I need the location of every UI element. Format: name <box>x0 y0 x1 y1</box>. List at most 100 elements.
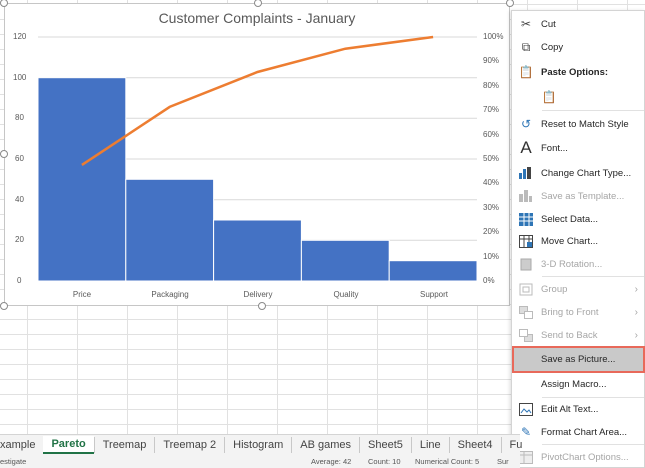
move-chart-icon <box>518 233 534 249</box>
menu-item-pivotchart-options[interactable]: PivotChart Options... <box>512 446 645 468</box>
menu-item-move-chart[interactable]: Move Chart... <box>512 230 645 252</box>
status-count: Count: 10 <box>368 457 401 466</box>
y2-tick: 10% <box>483 252 500 261</box>
resize-handle[interactable] <box>506 0 514 7</box>
reset-style-icon: ↺ <box>520 117 532 131</box>
menu-separator <box>542 397 644 398</box>
status-average: Average: 42 <box>311 457 352 466</box>
group-icon <box>518 281 534 297</box>
menu-separator <box>542 444 644 445</box>
chart-type-icon <box>518 165 534 181</box>
paste-option-button[interactable]: 📋 <box>512 86 645 108</box>
menu-item-paste-options: 📋 Paste Options: <box>518 65 609 79</box>
menu-item-select-data[interactable]: Select Data... <box>512 208 645 230</box>
resize-handle[interactable] <box>254 0 262 7</box>
chart-title[interactable]: Customer Complaints - January <box>158 10 356 26</box>
x-tick: Quality <box>333 290 359 299</box>
highlight-box <box>512 346 645 373</box>
bar-delivery <box>213 219 302 282</box>
sheet-tabs: xample Pareto Treemap Treemap 2 Histogra… <box>0 434 522 455</box>
menu-item-assign-macro[interactable]: Assign Macro... <box>541 378 607 390</box>
cumulative-line <box>81 35 434 166</box>
menu-item-reset-style[interactable]: ↺ Reset to Match Style <box>512 113 645 135</box>
menu-item-bring-to-front[interactable]: Bring to Front › <box>512 301 645 323</box>
y2-tick: 50% <box>483 154 500 163</box>
tab-sheet5[interactable]: Sheet5 <box>360 437 412 453</box>
menu-item-copy[interactable]: ⧉ Copy <box>512 36 645 58</box>
chart-plot <box>37 35 478 282</box>
bar-support <box>388 260 478 282</box>
y2-tick: 70% <box>483 105 500 114</box>
menu-item-send-to-back[interactable]: Send to Back › <box>512 324 645 346</box>
template-icon <box>518 188 534 204</box>
paste-keep-icon[interactable]: 📋 <box>541 90 557 104</box>
alt-text-icon <box>518 401 534 417</box>
menu-separator <box>542 276 644 277</box>
tab-pareto[interactable]: Pareto <box>43 436 94 454</box>
bar-price <box>37 77 127 282</box>
bar-quality <box>300 239 390 282</box>
y2-tick: 90% <box>483 56 500 65</box>
y-tick: 80 <box>15 113 24 122</box>
send-back-icon <box>518 327 534 343</box>
y2-tick: 100% <box>483 32 504 41</box>
font-icon: A <box>520 138 532 157</box>
format-icon: ✎ <box>520 425 532 439</box>
chart-area[interactable]: Customer Complaints - January 0 20 40 60… <box>4 3 510 306</box>
status-numerical-count: Numerical Count: 5 <box>415 457 480 466</box>
submenu-arrow-icon: › <box>634 329 638 341</box>
menu-item-cut[interactable]: ✂ Cut <box>512 13 645 35</box>
menu-item-font[interactable]: A Font... <box>512 137 645 159</box>
y-tick: 120 <box>13 32 27 41</box>
menu-item-save-as-picture[interactable]: Save as Picture... <box>512 348 645 371</box>
rotation-icon <box>518 256 534 272</box>
y2-tick: 40% <box>483 178 500 187</box>
bring-front-icon <box>518 304 534 320</box>
menu-item-change-chart-type[interactable]: Change Chart Type... <box>512 162 645 184</box>
bar-series <box>37 77 478 282</box>
y-tick: 0 <box>17 276 22 285</box>
menu-item-3d-rotation[interactable]: 3-D Rotation... <box>512 253 645 275</box>
tab-treemap[interactable]: Treemap <box>93 437 156 453</box>
menu-item-save-template[interactable]: Save as Template... <box>512 185 645 207</box>
tab-treemap-2[interactable]: Treemap 2 <box>155 437 226 453</box>
x-tick: Delivery <box>243 290 273 299</box>
copy-icon: ⧉ <box>521 39 531 54</box>
menu-separator <box>542 110 644 111</box>
tab-example[interactable]: xample <box>0 439 36 451</box>
tab-sheet4[interactable]: Sheet4 <box>450 437 502 453</box>
y2-tick: 80% <box>483 81 500 90</box>
y2-tick: 0% <box>483 276 495 285</box>
y2-tick: 30% <box>483 203 500 212</box>
y2-tick: 20% <box>483 227 500 236</box>
y2-tick: 60% <box>483 130 500 139</box>
submenu-arrow-icon: › <box>634 283 638 295</box>
select-data-icon <box>518 211 534 227</box>
menu-item-group[interactable]: Group › <box>512 278 645 300</box>
scissors-icon: ✂ <box>520 17 532 31</box>
submenu-arrow-icon: › <box>634 306 638 318</box>
y-tick: 40 <box>15 195 24 204</box>
y-tick: 100 <box>13 73 27 82</box>
x-tick: Packaging <box>151 290 189 299</box>
resize-handle[interactable] <box>0 302 8 310</box>
resize-handle[interactable] <box>0 150 8 158</box>
paste-icon: 📋 <box>518 65 534 79</box>
x-tick: Support <box>419 290 449 299</box>
status-left: estigate <box>0 457 27 466</box>
resize-handle[interactable] <box>0 0 8 7</box>
status-sum: Sur <box>497 457 509 466</box>
y-tick: 20 <box>15 235 24 244</box>
menu-item-format-chart-area[interactable]: ✎ Format Chart Area... <box>512 421 645 443</box>
context-menu: ✂ Cut ⧉ Copy 📋 Paste Options: 📋 ↺ Reset … <box>511 10 645 468</box>
y-tick: 60 <box>15 154 24 163</box>
bar-packaging <box>125 178 215 282</box>
resize-handle[interactable] <box>258 302 266 310</box>
tab-histogram[interactable]: Histogram <box>225 437 293 453</box>
status-bar: estigate Average: 42 Count: 10 Numerical… <box>0 455 520 468</box>
x-tick: Price <box>72 290 92 299</box>
tab-ab-games[interactable]: AB games <box>292 437 360 453</box>
tab-fu[interactable]: Fu <box>509 439 523 451</box>
menu-item-edit-alt-text[interactable]: Edit Alt Text... <box>512 398 645 420</box>
tab-line[interactable]: Line <box>412 437 450 453</box>
